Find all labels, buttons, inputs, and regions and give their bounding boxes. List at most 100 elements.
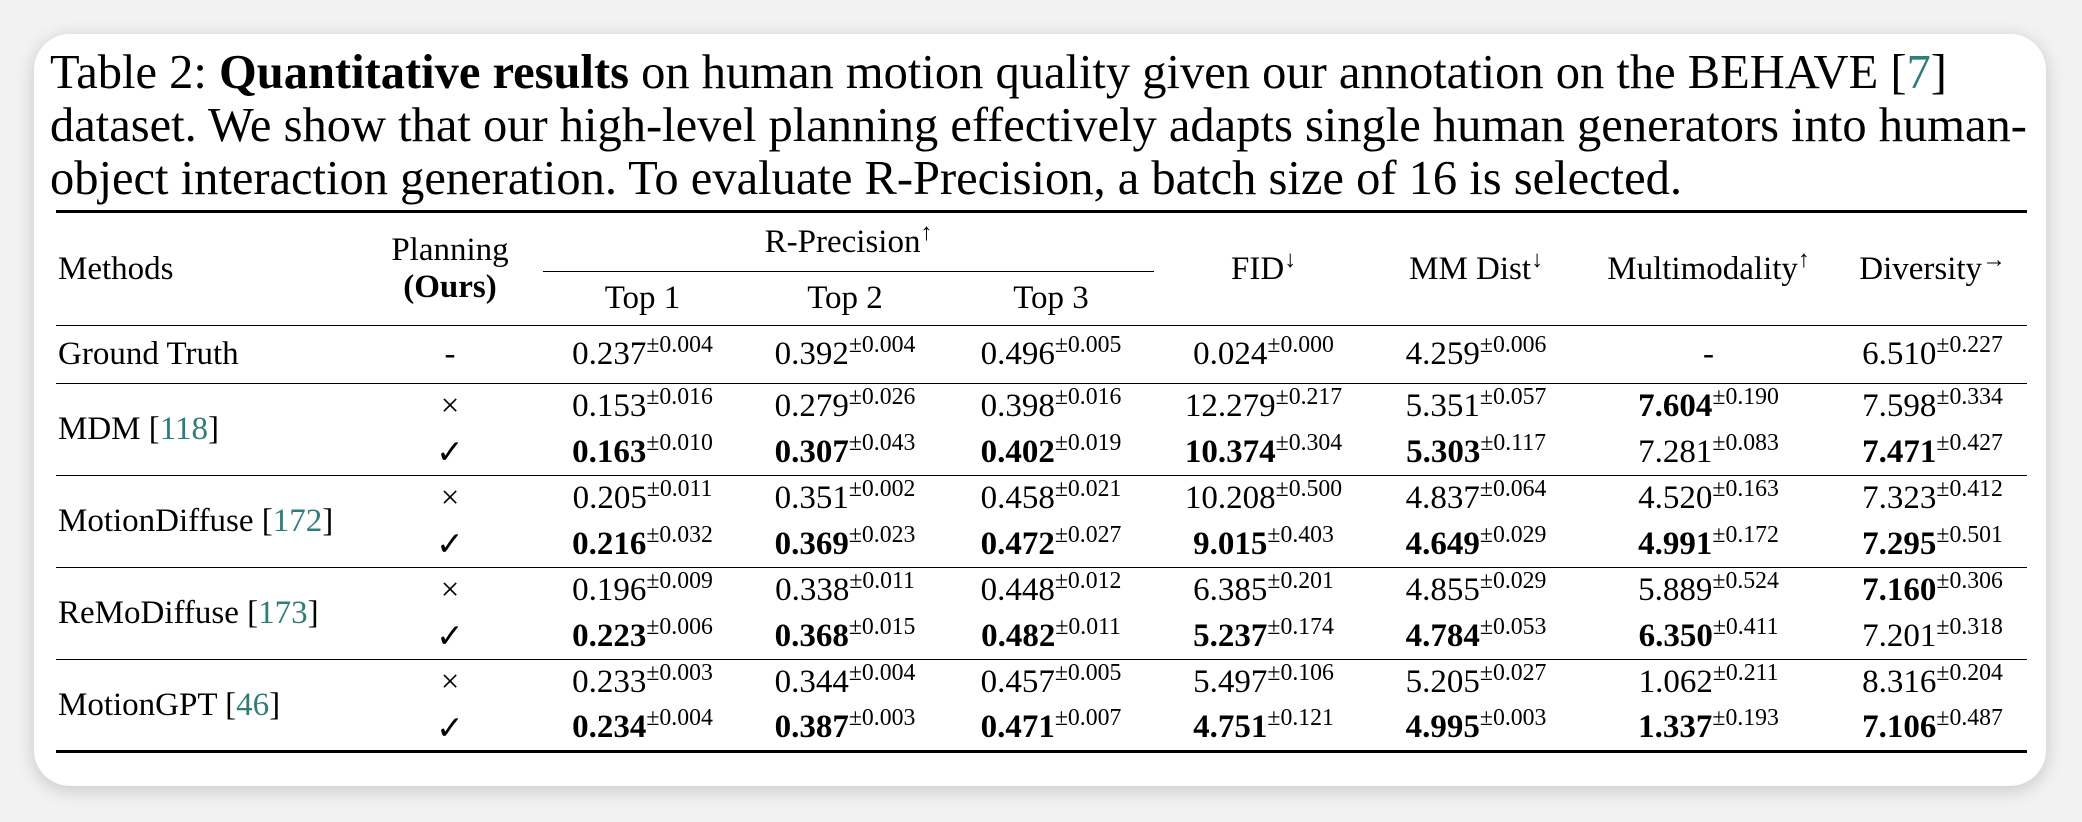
value: 8.316 bbox=[1862, 664, 1937, 701]
method-ref: 46 bbox=[236, 686, 270, 723]
header-cell: Top 2 bbox=[807, 280, 883, 316]
value: 0.163 bbox=[572, 433, 647, 470]
std: ±0.015 bbox=[848, 613, 916, 640]
value-cell: 10.374±0.304 bbox=[1154, 430, 1373, 476]
caption-text: ] dataset. We show that our high-level p… bbox=[50, 46, 2027, 205]
value-cell: 0.163±0.010 bbox=[543, 430, 742, 476]
header-text: (Ours) bbox=[403, 269, 497, 305]
header-text: Diversity bbox=[1859, 250, 1983, 287]
value-cell: 0.196±0.009 bbox=[543, 568, 742, 614]
value-cell: 0.024±0.000 bbox=[1154, 326, 1373, 384]
value-cell: 4.995±0.003 bbox=[1373, 706, 1579, 752]
value-cell: 4.751±0.121 bbox=[1154, 706, 1373, 752]
planning-cell: × bbox=[440, 480, 460, 517]
value-cell: 4.837±0.064 bbox=[1373, 476, 1579, 522]
value: 7.281 bbox=[1638, 433, 1713, 470]
value-cell: 0.307±0.043 bbox=[742, 430, 948, 476]
std: ±0.174 bbox=[1267, 613, 1334, 640]
table-header: Methods Planning (Ours) R-Precision↑ FID↓… bbox=[56, 211, 2028, 326]
value-cell: 0.338±0.011 bbox=[742, 568, 948, 614]
table-row: MDM [118] × 0.153±0.016 0.279±0.026 0.398±0.… bbox=[56, 383, 2028, 447]
value-cell: 0.216±0.032 bbox=[543, 522, 742, 568]
std: ±0.427 bbox=[1936, 429, 2003, 456]
value-cell: 0.448±0.012 bbox=[948, 568, 1154, 614]
value: 0.223 bbox=[572, 617, 647, 654]
std: ±0.500 bbox=[1275, 476, 1343, 503]
value: 7.471 bbox=[1862, 433, 1937, 470]
header-arrow: ↑ bbox=[920, 219, 933, 246]
std: ±0.004 bbox=[848, 332, 916, 359]
std: ±0.306 bbox=[1936, 568, 2003, 595]
value: 7.323 bbox=[1862, 480, 1937, 517]
value: 10.208 bbox=[1184, 480, 1276, 517]
value: 0.392 bbox=[774, 336, 849, 372]
std: ±0.083 bbox=[1712, 429, 1779, 456]
method-name: ] bbox=[322, 503, 334, 539]
value: 7.604 bbox=[1638, 388, 1713, 425]
std: ±0.227 bbox=[1936, 332, 2003, 359]
value-cell: 5.497±0.106 bbox=[1154, 660, 1373, 706]
std: ±0.027 bbox=[1054, 521, 1122, 548]
value: 0.482 bbox=[981, 617, 1056, 654]
value: 4.520 bbox=[1638, 480, 1713, 517]
value-cell: 4.784±0.053 bbox=[1373, 614, 1579, 660]
value: 1.337 bbox=[1638, 709, 1713, 746]
value-cell: 0.387±0.003 bbox=[742, 706, 948, 752]
header-cell: R-Precision↑ bbox=[543, 211, 1155, 272]
value: 9.015 bbox=[1193, 525, 1268, 562]
std: ±0.204 bbox=[1936, 660, 2003, 687]
planning-cell: - bbox=[444, 336, 456, 372]
std: ±0.064 bbox=[1479, 476, 1547, 503]
value: 4.837 bbox=[1405, 480, 1480, 517]
value: 0.458 bbox=[980, 480, 1055, 517]
header-cell: MM Dist↓ bbox=[1373, 212, 1579, 326]
std: ±0.032 bbox=[646, 521, 713, 548]
header-arrow: ↓ bbox=[1284, 246, 1297, 273]
value-cell: 0.482±0.011 bbox=[948, 614, 1154, 660]
std: ±0.004 bbox=[848, 660, 916, 687]
value-cell: 0.402±0.019 bbox=[948, 430, 1154, 476]
value: 0.398 bbox=[980, 388, 1055, 425]
std: ±0.304 bbox=[1275, 429, 1343, 456]
std: ±0.016 bbox=[646, 384, 713, 411]
std: ±0.021 bbox=[1054, 476, 1122, 503]
std: ±0.003 bbox=[646, 660, 713, 687]
value: 5.497 bbox=[1193, 664, 1268, 701]
method-name: ] bbox=[307, 595, 319, 631]
value: 4.855 bbox=[1405, 572, 1480, 609]
header-text: R-Precision bbox=[764, 223, 921, 260]
value: 0.368 bbox=[774, 617, 849, 654]
value-cell: 7.471±0.427 bbox=[1838, 430, 2027, 476]
value-cell: 10.208±0.500 bbox=[1154, 476, 1373, 522]
value-cell: 9.015±0.403 bbox=[1154, 522, 1373, 568]
std: ±0.217 bbox=[1275, 384, 1343, 411]
value: 5.889 bbox=[1638, 572, 1713, 609]
value: 0.387 bbox=[774, 709, 849, 746]
value: 0.369 bbox=[774, 525, 849, 562]
caption-text: on human motion quality given our annota… bbox=[629, 46, 1907, 99]
table-body: Ground Truth -0.237±0.004 0.392±0.004 0.496… bbox=[56, 325, 2028, 752]
value: 0.216 bbox=[572, 525, 647, 562]
std: ±0.163 bbox=[1712, 476, 1779, 503]
value-cell: 0.392±0.004 bbox=[742, 326, 948, 384]
value: 0.307 bbox=[774, 433, 849, 470]
std: ±0.011 bbox=[1055, 613, 1121, 640]
table-card: Table 2: Quantitative results on human m… bbox=[34, 34, 2046, 786]
std: ±0.193 bbox=[1712, 705, 1779, 732]
std: ±0.057 bbox=[1479, 384, 1547, 411]
std: ±0.010 bbox=[646, 429, 713, 456]
std: ±0.012 bbox=[1054, 568, 1122, 595]
std: ±0.027 bbox=[1479, 660, 1547, 687]
value-cell: 0.279±0.026 bbox=[742, 384, 948, 430]
value-cell: 1.337±0.193 bbox=[1579, 706, 1838, 752]
std: ±0.000 bbox=[1267, 332, 1334, 359]
value-cell: 6.350±0.411 bbox=[1579, 614, 1838, 660]
value: 6.385 bbox=[1193, 572, 1268, 609]
caption-text: Table 2: bbox=[50, 46, 219, 99]
planning-cell: ✓ bbox=[436, 619, 464, 656]
value-cell: 7.295±0.501 bbox=[1838, 522, 2027, 568]
std: ±0.004 bbox=[646, 332, 713, 359]
std: ±0.043 bbox=[848, 429, 916, 456]
method-name: MotionDiffuse [ bbox=[58, 503, 273, 539]
